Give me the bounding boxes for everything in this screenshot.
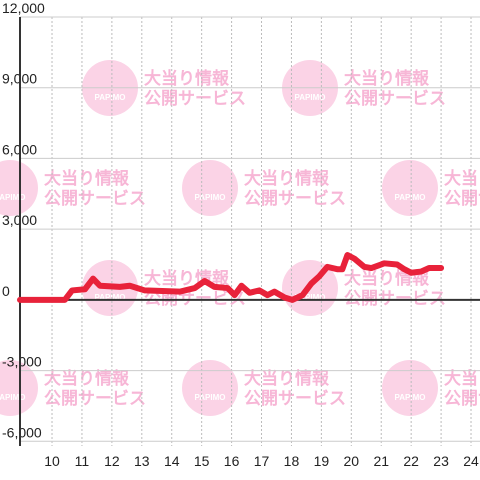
watermark-title: 大当り情報 (244, 368, 330, 388)
y-tick-label: 0 (2, 283, 10, 299)
watermark-logo: PAPIMO (195, 393, 226, 402)
watermark-subtitle: 公開サービス (244, 189, 346, 208)
watermark-logo-circle (382, 160, 438, 216)
watermark-logo: PAPIMO (395, 393, 426, 402)
watermark-logo: PAPIMO (395, 193, 426, 202)
watermark-title: 大当り情報 (144, 68, 230, 88)
y-tick-label: 12,000 (2, 0, 45, 16)
watermark-subtitle: 公開サービス (44, 389, 146, 408)
watermark-subtitle: 公開サービス (244, 389, 346, 408)
grid: 10111213141516171819202122232412,0009,00… (2, 0, 480, 469)
x-tick-label: 12 (104, 453, 120, 469)
watermark-logo: PAPIMO (295, 293, 326, 302)
watermark-logo-circle (0, 360, 38, 416)
watermark-logo: PAPIMO (295, 93, 326, 102)
watermark-subtitle: 公開サービス (44, 189, 146, 208)
x-tick-label: 20 (344, 453, 360, 469)
watermark-title: 大当り情報 (44, 168, 130, 188)
x-tick-label: 10 (44, 453, 60, 469)
watermark-subtitle: 公開サービス (344, 89, 446, 108)
x-tick-label: 14 (164, 453, 180, 469)
x-tick-label: 11 (75, 453, 90, 469)
x-tick-label: 13 (134, 453, 150, 469)
watermark-title: 大当り情報 (244, 168, 330, 188)
watermark-logo: PAPIMO (0, 393, 25, 402)
watermark-subtitle: 公開サービス (344, 289, 446, 308)
x-tick-label: 15 (194, 453, 210, 469)
plot (17, 252, 445, 303)
watermark-logo-circle (382, 360, 438, 416)
watermark-logo-circle (182, 160, 238, 216)
watermark-logo: PAPIMO (0, 193, 25, 202)
y-tick-label: -6,000 (2, 424, 42, 440)
watermark-logo: PAPIMO (195, 193, 226, 202)
series-line (17, 252, 445, 303)
watermark-logo: PAPIMO (95, 93, 126, 102)
x-tick-label: 22 (403, 453, 419, 469)
x-tick-label: 19 (314, 453, 330, 469)
x-tick-label: 17 (254, 453, 270, 469)
watermark-subtitle: 公開サービス (144, 89, 246, 108)
watermarks: PAPIMO大当り情報公開サービスPAPIMO大当り情報公開サービスPAPIMO… (0, 60, 480, 416)
x-tick-label: 18 (284, 453, 300, 469)
watermark-logo: PAPIMO (95, 293, 126, 302)
watermark-subtitle: 公開サービス (444, 189, 480, 208)
watermark-title: 大当り情報 (344, 68, 430, 88)
x-tick-label: 21 (373, 453, 389, 469)
x-tick-label: 16 (224, 453, 240, 469)
watermark-logo-circle (0, 160, 38, 216)
watermark-logo-circle (182, 360, 238, 416)
watermark-title: 大当り情報 (44, 368, 130, 388)
watermark-subtitle: 公開サービス (444, 389, 480, 408)
x-tick-label: 23 (433, 453, 449, 469)
watermark-title: 大当り情報 (444, 168, 480, 188)
y-tick-label: -3,000 (2, 354, 42, 370)
x-tick-label: 24 (463, 453, 479, 469)
